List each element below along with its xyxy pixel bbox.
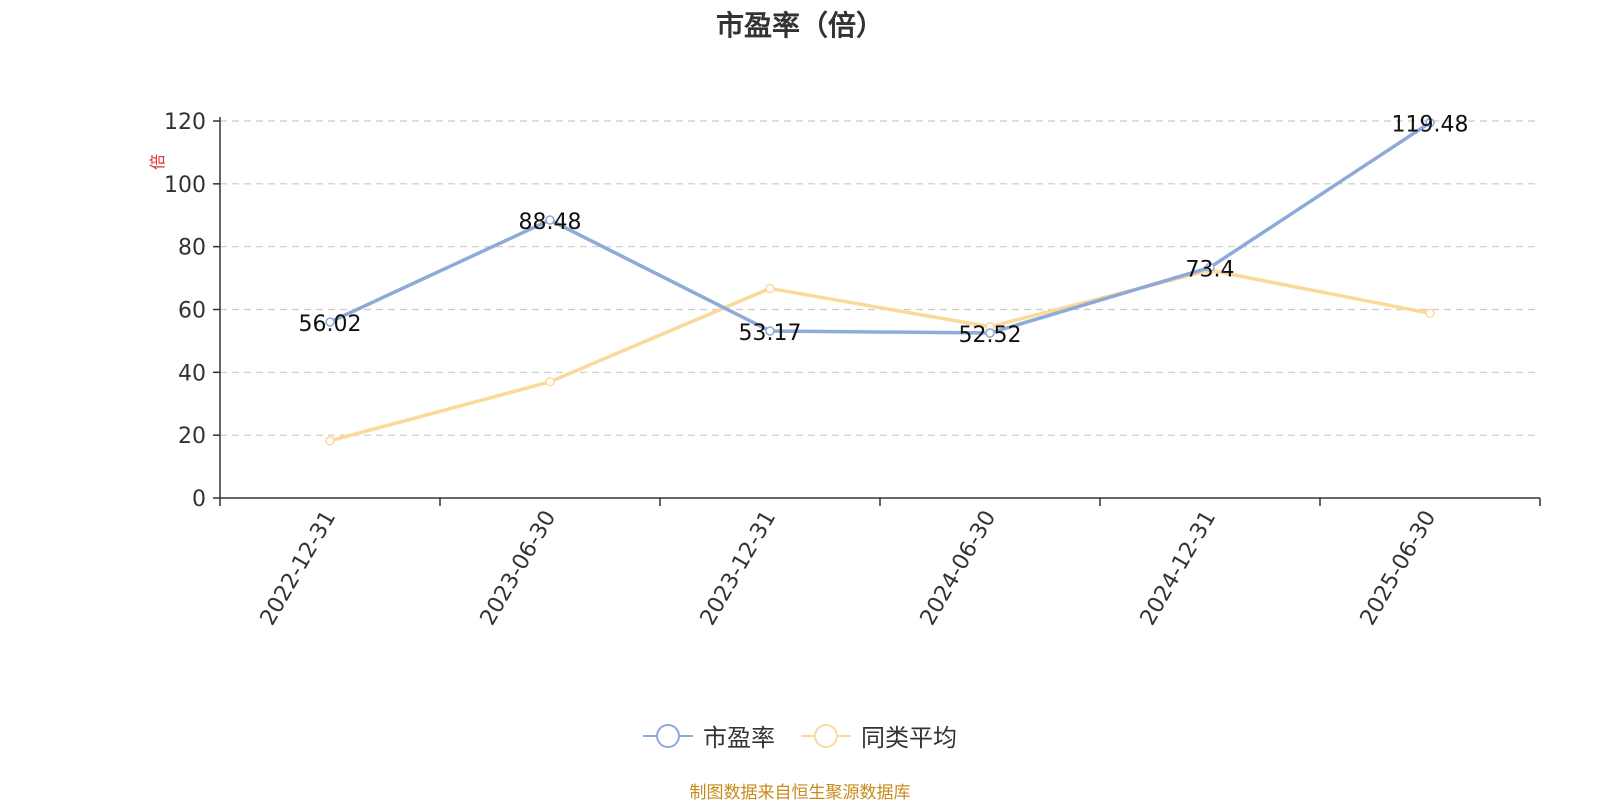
data-source-note: 制图数据来自恒生聚源数据库: [689, 783, 911, 803]
chart-title: 市盈率（倍）: [715, 9, 884, 42]
y-tick-label: 120: [164, 110, 206, 135]
data-label: 52.52: [959, 323, 1022, 348]
legend-item-pe[interactable]: 市盈率: [643, 718, 775, 753]
y-tick-label: 80: [178, 236, 206, 261]
data-point-1: [765, 283, 775, 294]
data-label: 73.4: [1186, 257, 1235, 282]
series-line-0: [329, 121, 1431, 335]
y-tick-label: 100: [164, 173, 206, 198]
data-point-0: [545, 215, 555, 225]
legend-label-peer-average: 同类平均: [861, 724, 957, 752]
y-tick-label: 0: [192, 487, 206, 512]
series-line-1: [329, 268, 1431, 443]
data-point-0: [765, 326, 775, 336]
x-tick-label: 2024-06-30: [916, 507, 1002, 630]
data-label: 56.02: [299, 312, 362, 337]
data-point-1: [325, 436, 335, 446]
data-point-1: [545, 377, 555, 387]
data-point-0: [985, 328, 995, 338]
data-label: 53.17: [739, 321, 802, 346]
legend: 市盈率 同类平均: [0, 718, 1600, 753]
x-tick-label: 2024-12-31: [1136, 507, 1222, 630]
data-label: 119.48: [1392, 113, 1469, 138]
legend-marker-pe: [643, 723, 693, 748]
data-label: 88.48: [519, 210, 582, 235]
y-axis-label: 倍: [148, 154, 167, 170]
y-tick-label: 40: [178, 361, 206, 386]
data-point-1: [1425, 308, 1435, 319]
y-tick-label: 20: [178, 424, 206, 449]
data-point-0: [1425, 117, 1435, 128]
data-point-0: [325, 317, 335, 327]
data-point-0: [1205, 262, 1215, 273]
x-tick-label: 2023-06-30: [476, 507, 562, 630]
legend-item-peer-average[interactable]: 同类平均: [801, 718, 957, 753]
legend-label-pe: 市盈率: [703, 724, 775, 752]
x-tick-label: 2025-06-30: [1356, 507, 1442, 630]
x-tick-label: 2022-12-31: [256, 507, 342, 630]
x-tick-label: 2023-12-31: [696, 507, 782, 630]
legend-marker-peer-average: [801, 723, 851, 748]
y-tick-label: 60: [178, 299, 206, 324]
